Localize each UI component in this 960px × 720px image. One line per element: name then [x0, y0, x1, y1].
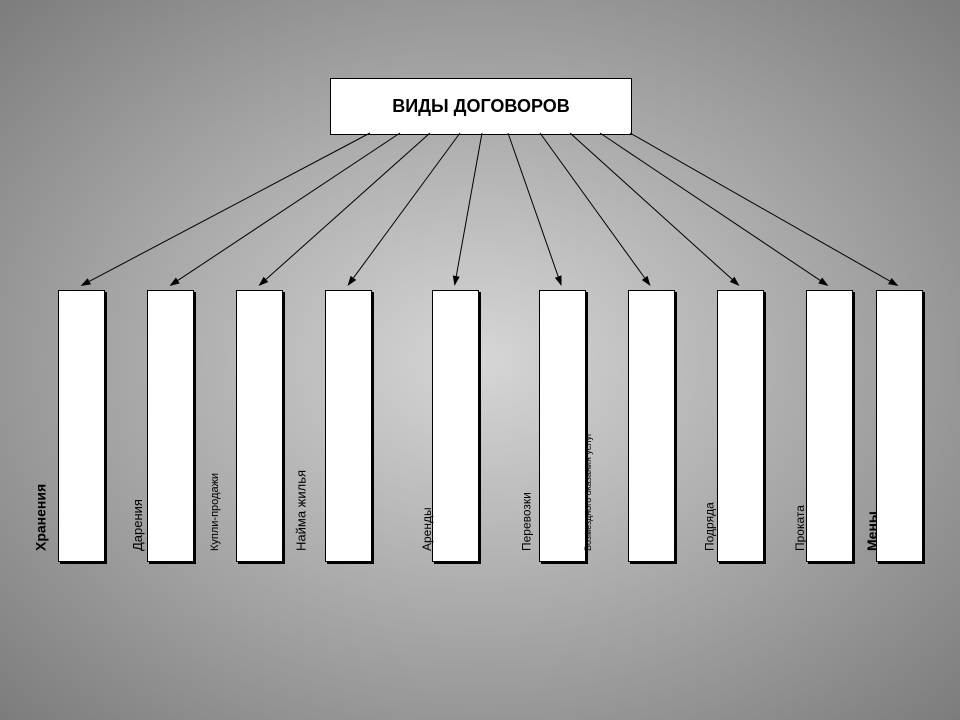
arrow-head	[888, 278, 898, 286]
category-label: Мены	[864, 511, 880, 551]
category-box: Найма жилья	[325, 290, 372, 562]
arrow-line	[630, 133, 890, 281]
category-box: Перевозки	[539, 290, 586, 562]
arrow-head	[555, 275, 562, 286]
title-text: ВИДЫ ДОГОВОРОВ	[392, 96, 570, 117]
category-label: Хранения	[32, 484, 48, 551]
category-label: Найма жилья	[293, 470, 308, 551]
category-box: Аренды	[432, 290, 479, 562]
category-label: Возмездного оказания услуг	[582, 433, 592, 551]
category-box: Возмездного оказания услуг	[628, 290, 675, 562]
arrow-head	[818, 278, 828, 286]
diagram-stage: ВИДЫ ДОГОВОРОВ Хранения Дарения Купли-прод…	[0, 0, 960, 720]
category-box: Купли-продажи	[236, 290, 283, 562]
category-box: Хранения	[58, 290, 105, 562]
arrow-head	[81, 278, 91, 286]
category-label: Дарения	[130, 499, 145, 551]
arrow-line	[456, 133, 482, 276]
arrow-line	[540, 133, 645, 278]
arrow-line	[178, 133, 400, 280]
category-label: Проката	[793, 505, 807, 551]
arrow-head	[453, 276, 460, 286]
arrow-line	[266, 133, 430, 279]
category-box: Дарения	[147, 290, 194, 562]
category-box: Мены	[876, 290, 923, 562]
arrow-line	[600, 133, 820, 280]
arrow-head	[642, 276, 651, 286]
category-label: Подряда	[702, 502, 716, 551]
category-label: Купли-продажи	[208, 473, 220, 551]
arrow-line	[89, 133, 370, 281]
title-box: ВИДЫ ДОГОВОРОВ	[330, 78, 632, 135]
arrow-line	[570, 133, 732, 279]
arrow-head	[259, 277, 269, 286]
category-box: Проката	[806, 290, 853, 562]
category-box: Подряда	[717, 290, 764, 562]
arrow-head	[730, 277, 740, 286]
category-label: Перевозки	[519, 492, 533, 551]
arrow-head	[170, 278, 180, 286]
category-label: Аренды	[420, 507, 434, 551]
arrow-line	[353, 133, 460, 278]
arrow-head	[348, 276, 357, 286]
arrow-line	[508, 133, 558, 277]
